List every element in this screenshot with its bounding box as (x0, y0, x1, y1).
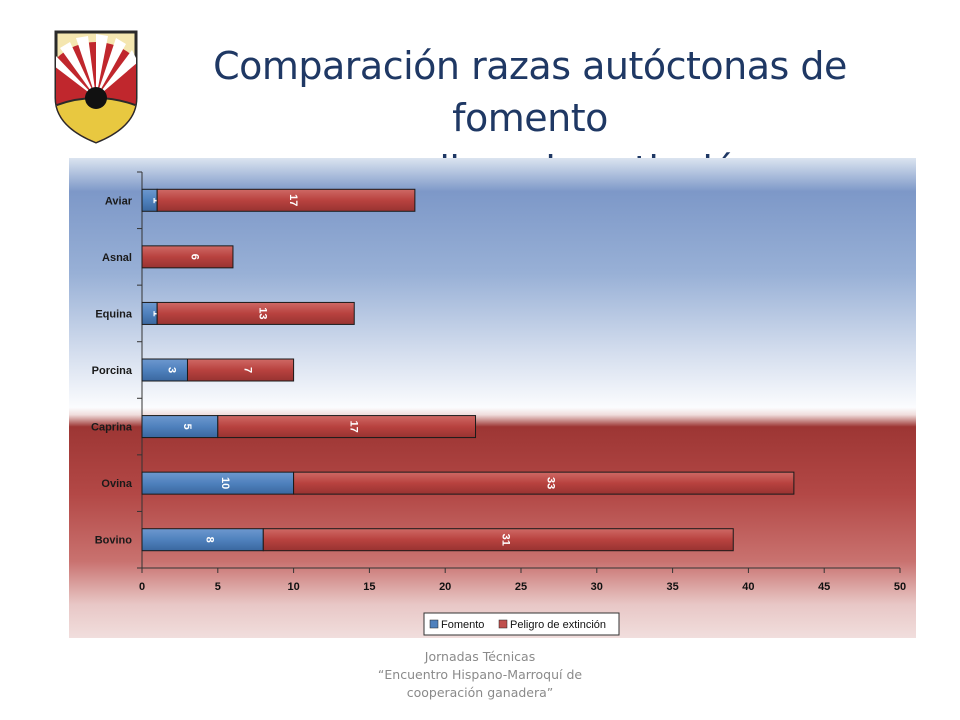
data-label: 13 (257, 307, 269, 319)
legend-swatch-fomento (429, 619, 439, 629)
x-tick-label: 0 (139, 581, 145, 593)
x-tick-label: 15 (363, 581, 375, 593)
bar-fomento (141, 528, 264, 552)
footer-line-3: cooperación ganadera” (406, 685, 554, 700)
data-label: 8 (204, 537, 216, 543)
category-label: Aviar (105, 195, 133, 207)
data-label: 31 (499, 534, 511, 546)
data-label: 1 (151, 197, 163, 203)
data-label: 17 (287, 194, 299, 206)
legend-swatch-peligro (498, 619, 508, 629)
bar-fomento (141, 358, 188, 382)
footer-line-2: “Encuentro Hispano-Marroquí de (377, 667, 583, 682)
data-label: 6 (188, 254, 200, 260)
bar-peligro (186, 358, 295, 382)
data-label: 17 (348, 420, 360, 432)
data-label: 7 (242, 367, 254, 373)
category-label: Asnal (102, 252, 132, 264)
bar-peligro (156, 188, 416, 212)
data-label: 3 (166, 367, 178, 373)
legend-label-peligro: Peligro de extinción (510, 619, 606, 631)
x-tick-label: 20 (439, 581, 451, 593)
chart-background (69, 158, 916, 638)
category-label: Ovina (101, 478, 132, 490)
data-label: 10 (219, 477, 231, 489)
category-label: Caprina (91, 422, 133, 434)
chart-panel: 05101520253035404550Aviar117Asnal06Equin… (69, 158, 916, 638)
category-label: Bovino (95, 535, 133, 547)
bar-peligro (293, 471, 795, 495)
data-label: 33 (545, 477, 557, 489)
data-label: 5 (181, 424, 193, 430)
x-tick-label: 35 (666, 581, 678, 593)
university-logo-icon (54, 30, 138, 144)
x-tick-label: 10 (287, 581, 299, 593)
x-tick-label: 25 (515, 581, 527, 593)
bar-fomento (141, 415, 219, 439)
x-tick-label: 5 (215, 581, 221, 593)
bar-peligro (156, 301, 355, 325)
x-tick-label: 30 (591, 581, 603, 593)
data-label: 1 (151, 310, 163, 316)
stacked-bar-chart: 05101520253035404550Aviar117Asnal06Equin… (69, 158, 916, 638)
x-tick-label: 45 (818, 581, 830, 593)
bar-fomento (141, 471, 295, 495)
bar-peligro (217, 415, 477, 439)
legend-box (423, 612, 620, 636)
slide-footer: Jornadas Técnicas “Encuentro Hispano-Mar… (330, 648, 630, 702)
category-label: Porcina (92, 365, 133, 377)
x-tick-label: 50 (894, 581, 906, 593)
footer-line-1: Jornadas Técnicas (424, 649, 536, 664)
x-tick-label: 40 (742, 581, 754, 593)
bar-peligro (262, 528, 734, 552)
legend-label-fomento: Fomento (441, 619, 484, 631)
bar-peligro (141, 245, 234, 269)
slide-title-line-1: Comparación razas autóctonas de fomento (213, 44, 847, 140)
category-label: Equina (95, 308, 133, 320)
